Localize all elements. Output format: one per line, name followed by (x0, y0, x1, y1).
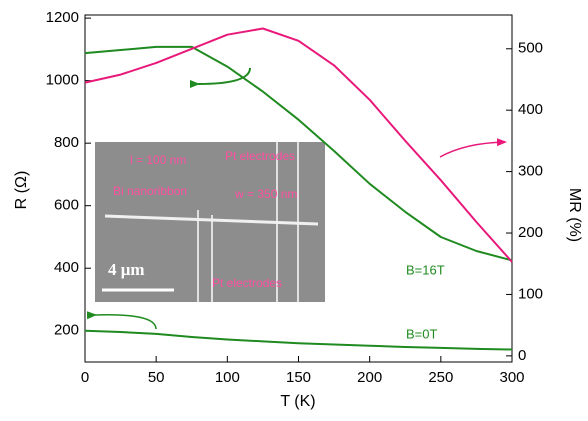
x-tick-label: 150 (286, 369, 311, 386)
arrow (189, 67, 251, 89)
x-tick-label: 100 (215, 369, 240, 386)
inset-label: w = 350 nm (234, 187, 297, 201)
y2-tick-label: 300 (518, 163, 543, 180)
y-tick-label: 1200 (46, 9, 79, 26)
data-line (84, 27, 513, 263)
x-tick-label: 300 (499, 369, 524, 386)
arrow (86, 311, 157, 330)
series-label: B=16T (406, 262, 445, 277)
y-tick-label: 200 (54, 322, 79, 339)
x-tick-label: 0 (81, 369, 89, 386)
inset: l = 100 nm Pt electrodes Bi nanoribbon w… (95, 142, 325, 302)
x-tick-label: 50 (148, 369, 165, 386)
inset-label: Bi nanoribbon (113, 184, 187, 198)
inset-label: Pt electrodes (225, 149, 295, 163)
y2-tick-label: 400 (518, 101, 543, 118)
arrow (439, 138, 507, 158)
y2-tick-label: 200 (518, 224, 543, 241)
data-line (84, 329, 513, 351)
y2-axis-label: MR (%) (566, 188, 583, 242)
inset-label: l = 100 nm (130, 153, 186, 167)
y2-tick-label: 500 (518, 40, 543, 57)
x-tick-label: 250 (428, 369, 453, 386)
y-tick-label: 400 (54, 259, 79, 276)
scale-bar-label: 4 μm (108, 260, 145, 279)
inset-label: Pt electrodes (212, 276, 282, 290)
x-axis-label: T (K) (280, 393, 315, 410)
y2-tick-label: 0 (518, 347, 526, 364)
y-axis-label: R (Ω) (13, 171, 30, 210)
nanoribbon (104, 214, 319, 226)
y-tick-label: 600 (54, 197, 79, 214)
data-line (84, 45, 513, 262)
x-tick-label: 200 (357, 369, 382, 386)
y-tick-label: 800 (54, 134, 79, 151)
y2-tick-label: 100 (518, 285, 543, 302)
series-label: B=0T (406, 326, 437, 341)
y-tick-label: 1000 (46, 72, 79, 89)
